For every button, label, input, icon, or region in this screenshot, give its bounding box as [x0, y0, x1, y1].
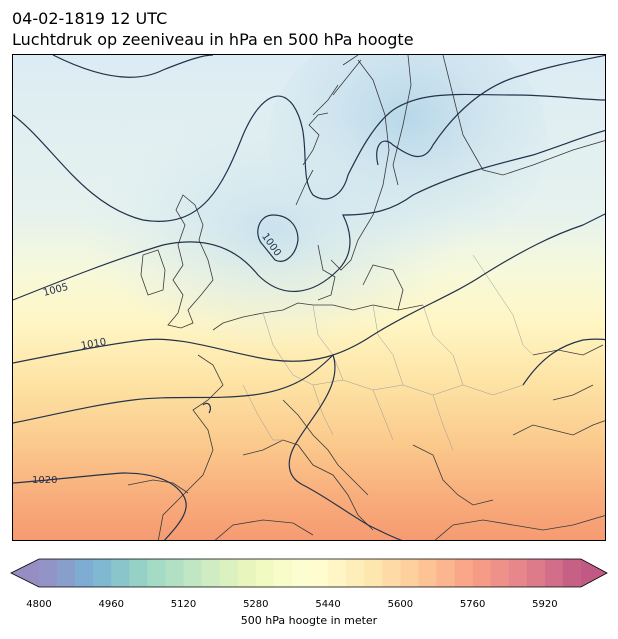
- colorbar-bin: [364, 559, 383, 587]
- high-height-southwest: [13, 405, 313, 540]
- colorbar-bin: [273, 559, 293, 587]
- isobar-north: [52, 55, 214, 78]
- weather-map: 1000 1005 1010 1020: [12, 54, 606, 541]
- colorbar-bin: [382, 559, 401, 587]
- coastlines: [127, 55, 605, 540]
- isobar-upper-right: [376, 55, 605, 166]
- colorbar-tick-5440: 5440: [315, 599, 341, 610]
- colorbar-bin: [93, 559, 112, 587]
- colorbar-tick-5600: 5600: [387, 599, 414, 610]
- isobar-1010: [13, 213, 605, 364]
- weather-map-canvas: 1000 1005 1010 1020: [13, 55, 605, 540]
- colorbar-bin: [418, 559, 437, 587]
- colorbar-bin: [400, 559, 419, 587]
- colorbar-tick-4800: 4800: [26, 599, 52, 610]
- colorbar-bin: [490, 559, 510, 587]
- colorbar-bin: [165, 559, 184, 587]
- colorbar-bin: [436, 559, 455, 587]
- colorbar-bin: [237, 559, 257, 587]
- country-borders: [242, 254, 534, 451]
- colorbar-bin: [310, 559, 329, 587]
- colorbar-tick-4960: 4960: [98, 599, 124, 610]
- isobar-1005: [13, 129, 605, 301]
- colorbar-bin: [39, 559, 58, 587]
- isobar-small: [202, 402, 212, 414]
- colorbar-bin: [201, 559, 220, 587]
- colorbar-bin: [129, 559, 148, 587]
- colorbar-bin: [111, 559, 130, 587]
- colorbar-bin: [328, 559, 347, 587]
- colorbar-bin: [526, 559, 546, 587]
- isobar-1015: [13, 353, 403, 540]
- isobars: [13, 55, 605, 540]
- colorbar-tick-5760: 5760: [459, 599, 486, 610]
- colorbar-bin: [346, 559, 365, 587]
- colorbar-bin: [562, 559, 582, 587]
- colorbar-bin: [219, 559, 239, 587]
- colorbar-extend-min: [11, 559, 39, 587]
- colorbar-bin: [147, 559, 166, 587]
- colorbar-bin: [57, 559, 76, 587]
- colorbar-bin: [472, 559, 491, 587]
- isobar-1020: [13, 472, 187, 540]
- colorbar-bin: [183, 559, 202, 587]
- low-height-trough: [83, 110, 463, 350]
- colorbar-bin: [544, 559, 564, 587]
- contour-label-1010: 1010: [80, 337, 107, 352]
- colorbar-tick-5120: 5120: [170, 599, 197, 610]
- colorbar: [10, 558, 608, 588]
- isobar-1000-ring: [257, 214, 299, 262]
- colorbar-bin: [255, 559, 275, 587]
- colorbar-bin: [75, 559, 94, 587]
- colorbar-bin: [508, 559, 528, 587]
- contour-label-1020: 1020: [32, 475, 57, 486]
- colorbar-label: 500 hPa hoogte in meter: [240, 614, 378, 627]
- colorbar-bin: [454, 559, 473, 587]
- map-title-date: 04-02-1819 12 UTC: [12, 9, 168, 28]
- colorbar-outline: [10, 558, 608, 588]
- colorbar-bin: [291, 559, 311, 587]
- map-title-description: Luchtdruk op zeeniveau in hPa en 500 hPa…: [12, 30, 414, 49]
- isobar-east: [522, 338, 605, 386]
- colorbar-extend-max: [581, 559, 607, 587]
- isobar-upper: [13, 93, 605, 222]
- colorbar-tick-5280: 5280: [243, 599, 269, 610]
- colorbar-tick-5920: 5920: [532, 599, 558, 610]
